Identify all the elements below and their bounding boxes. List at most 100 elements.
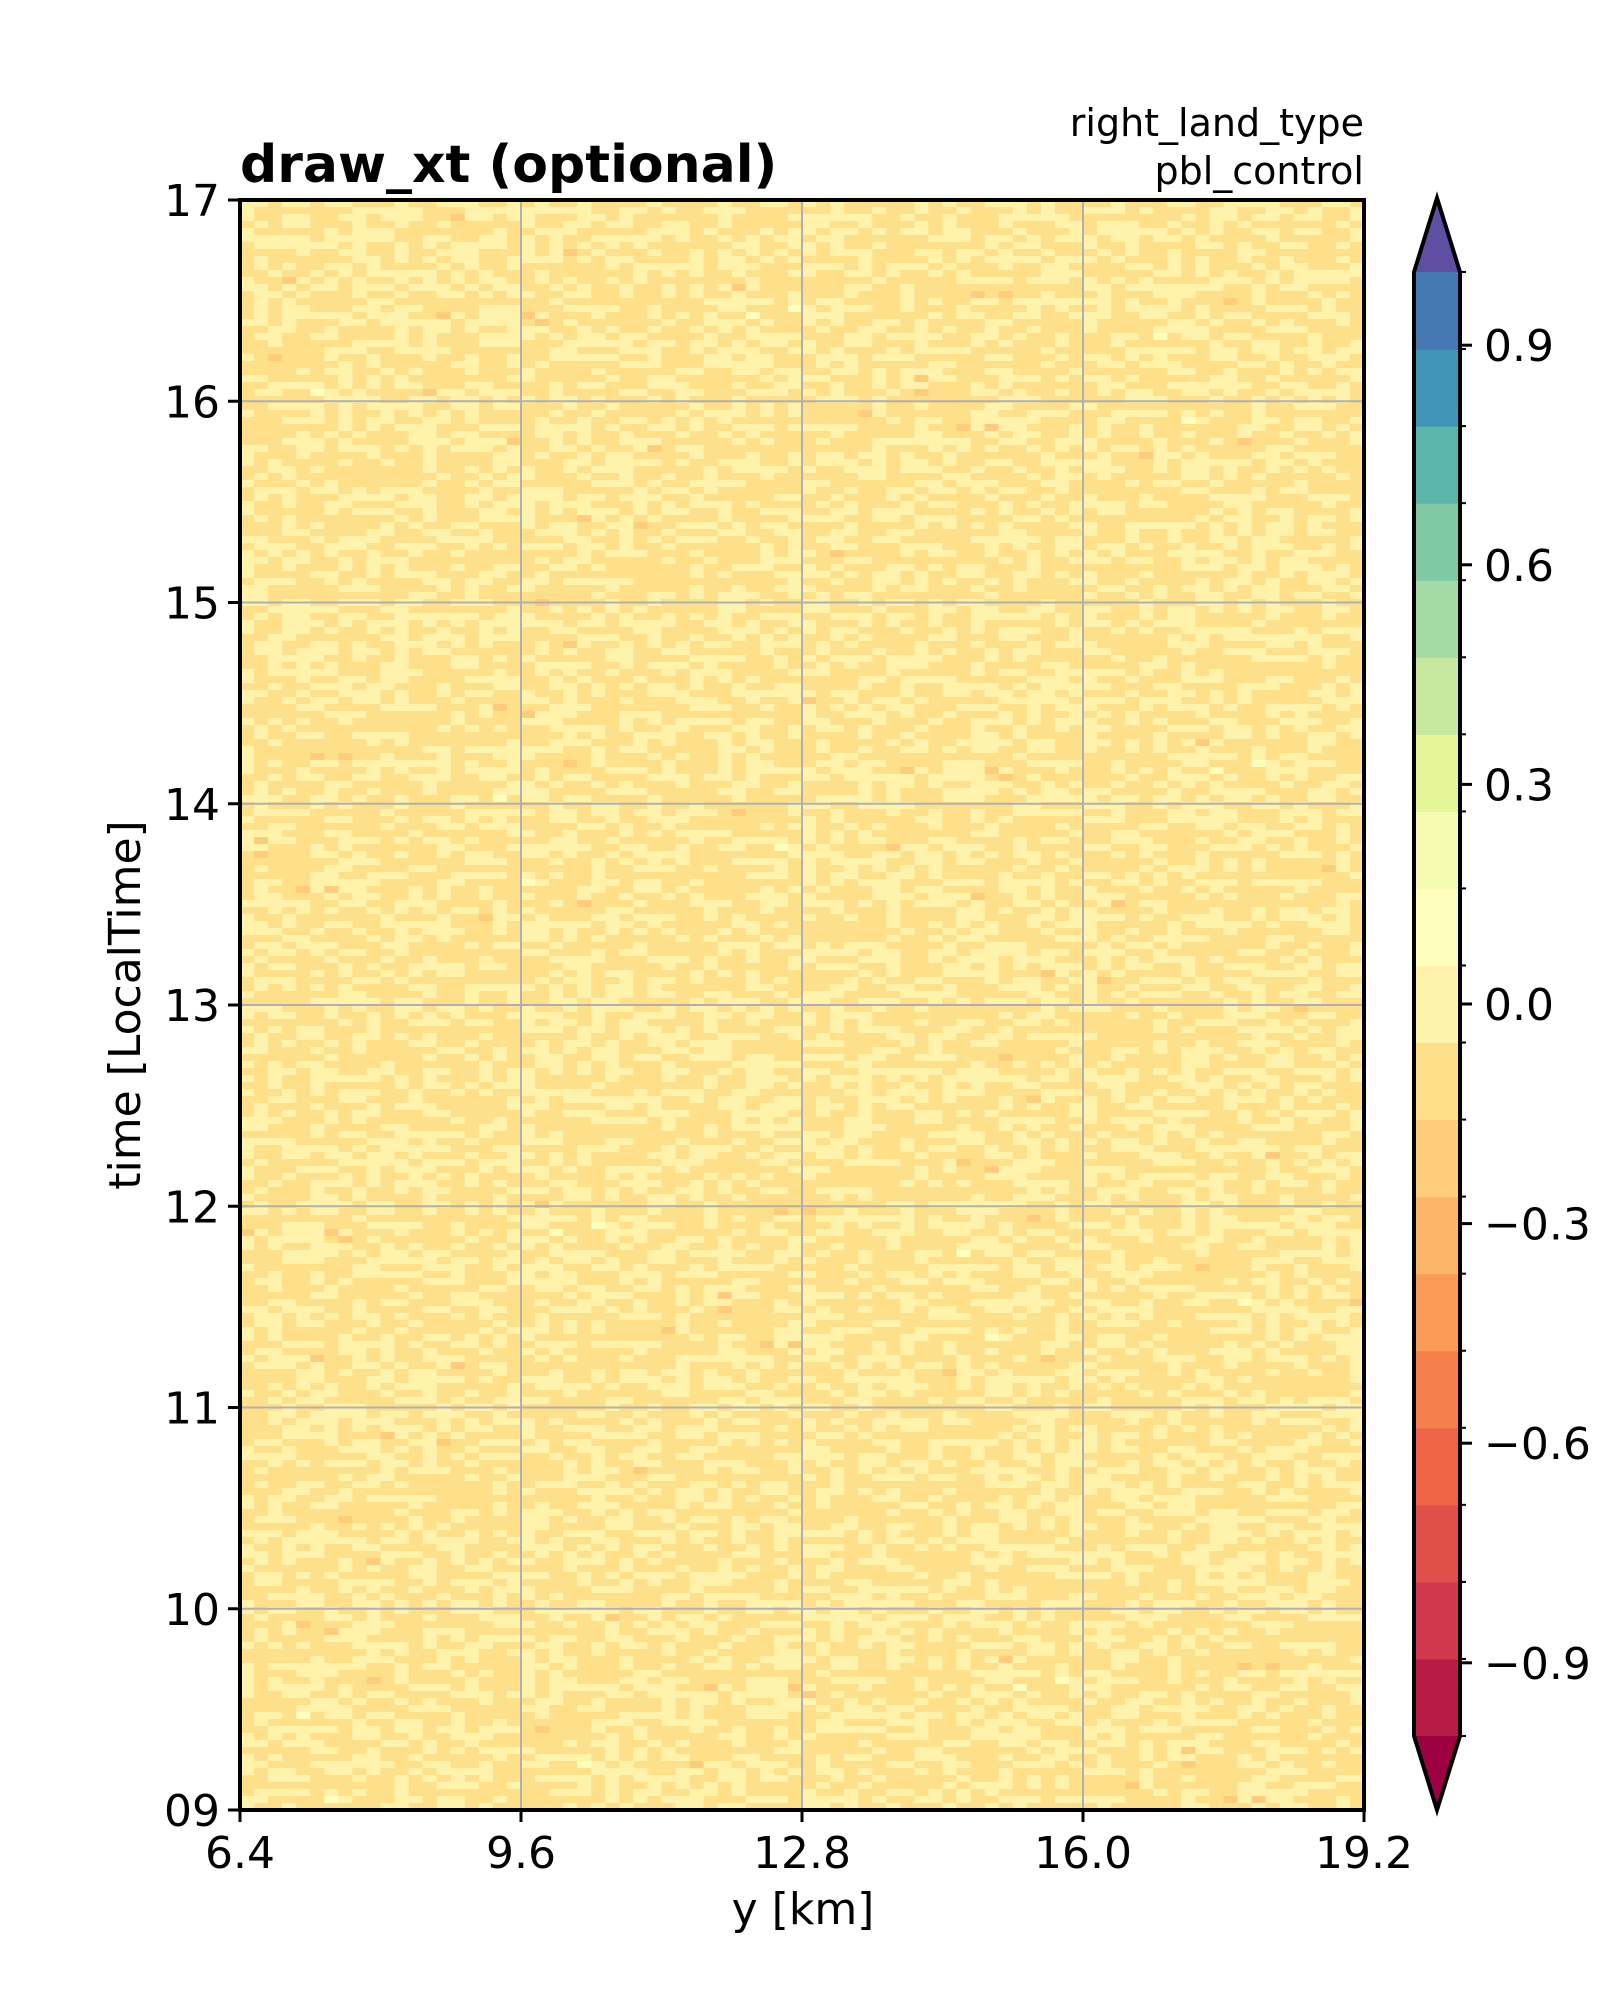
heatmap-cell [521, 501, 536, 509]
heatmap-cell [409, 438, 424, 446]
heatmap-cell [1181, 571, 1196, 579]
heatmap-cell [521, 214, 536, 222]
heatmap-cell [591, 214, 606, 222]
heatmap-cell [1181, 298, 1196, 306]
heatmap-cell [619, 543, 634, 551]
heatmap-cell [1167, 417, 1182, 425]
heatmap-cell [985, 424, 1000, 432]
heatmap-cell [633, 543, 648, 551]
heatmap-cell [760, 305, 775, 313]
heatmap-cell [324, 417, 339, 425]
heatmap-cell [928, 620, 943, 628]
heatmap-cell [619, 410, 634, 418]
heatmap-cell [493, 305, 508, 313]
heatmap-cell [338, 214, 353, 222]
heatmap-cell [844, 326, 859, 334]
heatmap-cell [1308, 340, 1323, 348]
heatmap-cell [676, 487, 691, 495]
heatmap-cell [1111, 473, 1126, 481]
heatmap-cell [802, 459, 817, 467]
heatmap-cell [1013, 263, 1028, 271]
heatmap-cell [619, 585, 634, 593]
heatmap-cell [254, 256, 269, 264]
heatmap-cell [352, 557, 367, 565]
heatmap-cell [1125, 606, 1140, 614]
heatmap-cell [985, 277, 1000, 285]
heatmap-cell [619, 207, 634, 215]
heatmap-cell [1238, 438, 1253, 446]
heatmap-cell [1266, 501, 1281, 509]
heatmap-cell [788, 466, 803, 474]
heatmap-cell [1294, 368, 1309, 376]
heatmap-cell [366, 620, 381, 628]
heatmap-cell [254, 543, 269, 551]
heatmap-cell [619, 606, 634, 614]
heatmap-cell [788, 431, 803, 439]
heatmap-cell [521, 613, 536, 621]
heatmap-cell [591, 382, 606, 390]
heatmap-cell [1224, 298, 1239, 306]
heatmap-cell [1238, 312, 1253, 320]
heatmap-cell [1252, 529, 1267, 537]
heatmap-cell [549, 263, 564, 271]
heatmap-cell [1139, 256, 1154, 264]
heatmap-cell [718, 431, 733, 439]
heatmap-cell [619, 403, 634, 411]
heatmap-cell [465, 305, 480, 313]
heatmap-cell [999, 235, 1014, 243]
heatmap-cell [1308, 550, 1323, 558]
heatmap-cell [704, 424, 719, 432]
heatmap-cell [451, 326, 466, 334]
heatmap-cell [352, 284, 367, 292]
heatmap-cell [774, 578, 789, 586]
heatmap-cell [830, 564, 845, 572]
heatmap-cell [324, 312, 339, 320]
heatmap-cell [788, 249, 803, 257]
heatmap-cell [451, 291, 466, 299]
heatmap-cell [1266, 466, 1281, 474]
heatmap-cell [1069, 368, 1084, 376]
heatmap-cell [240, 347, 255, 355]
heatmap-cell [1224, 550, 1239, 558]
heatmap-cell [886, 620, 901, 628]
heatmap-cell [1252, 431, 1267, 439]
heatmap-cell [704, 585, 719, 593]
heatmap-cell [1125, 340, 1140, 348]
heatmap-cell [1111, 578, 1126, 586]
heatmap-cell [943, 403, 958, 411]
heatmap-cell [1083, 578, 1098, 586]
heatmap-cell [914, 515, 929, 523]
heatmap-cell [1336, 375, 1351, 383]
heatmap-cell [1027, 361, 1042, 369]
heatmap-cell [844, 403, 859, 411]
heatmap-cell [1111, 522, 1126, 530]
heatmap-cell [1336, 298, 1351, 306]
heatmap-cell [451, 578, 466, 586]
heatmap-cell [437, 473, 452, 481]
heatmap-cell [1083, 417, 1098, 425]
heatmap-cell [1209, 326, 1224, 334]
heatmap-cell [465, 459, 480, 467]
heatmap-cell [591, 354, 606, 362]
heatmap-cell [605, 249, 620, 257]
heatmap-cell [1181, 508, 1196, 516]
heatmap-cell [774, 431, 789, 439]
heatmap-cell [718, 578, 733, 586]
heatmap-cell [493, 403, 508, 411]
heatmap-cell [338, 431, 353, 439]
heatmap-cell [1308, 214, 1323, 222]
heatmap-cell [563, 347, 578, 355]
heatmap-cell [746, 550, 761, 558]
heatmap-cell [479, 431, 494, 439]
heatmap-cell [1266, 382, 1281, 390]
heatmap-cell [704, 571, 719, 579]
heatmap-cell [985, 354, 1000, 362]
heatmap-cell [690, 403, 705, 411]
heatmap-cell [914, 389, 929, 397]
heatmap-cell [1125, 522, 1140, 530]
heatmap-cell [704, 543, 719, 551]
heatmap-cell [1308, 585, 1323, 593]
heatmap-cell [1252, 249, 1267, 257]
heatmap-cell [521, 571, 536, 579]
heatmap-cell [366, 480, 381, 488]
